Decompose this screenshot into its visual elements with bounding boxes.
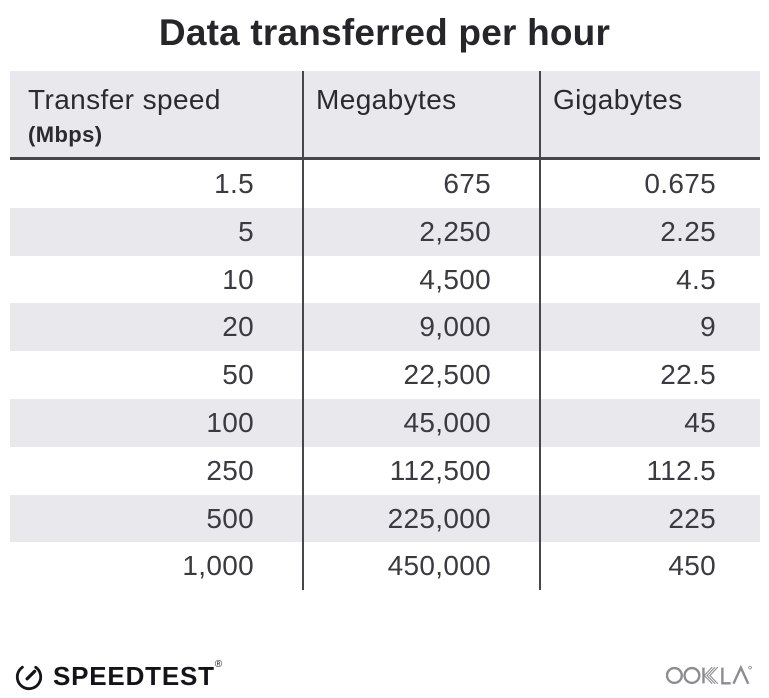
cell-megabytes: 9,000 (302, 303, 539, 352)
cell-megabytes: 4,500 (302, 255, 539, 304)
column-header-megabytes: Megabytes (302, 71, 539, 157)
table-row: 50 22,500 22.5 (10, 351, 760, 399)
cell-transfer-speed: 5 (238, 215, 254, 247)
table-row: 500 225,000 225 (10, 494, 760, 543)
cell-gigabytes: 9 (539, 303, 760, 352)
cell-transfer-speed: 250 (206, 454, 254, 486)
table-body: 1.5 675 0.675 5 2,250 2.25 10 4,500 4.5 … (10, 160, 760, 591)
column-header-label: Transfer speed (28, 84, 221, 115)
column-header-unit: (Mbps) (28, 122, 103, 147)
registered-trademark-symbol (748, 665, 752, 670)
cell-gigabytes: 112.5 (539, 446, 760, 495)
table-row: 250 112,500 112.5 (10, 446, 760, 495)
table-row: 20 9,000 9 (10, 303, 760, 352)
cell-megabytes: 2,250 (302, 207, 539, 256)
cell-transfer-speed: 500 (206, 502, 254, 534)
cell-megabytes: 112,500 (302, 446, 539, 495)
ookla-letter-o (665, 666, 683, 685)
table-row: 5 2,250 2.25 (10, 207, 760, 256)
cell-transfer-speed: 10 (222, 263, 254, 295)
speedtest-label: SPEEDTEST (53, 661, 215, 691)
cell-gigabytes: 22.5 (539, 351, 760, 399)
column-header-transfer-speed: Transfer speed (Mbps) (10, 71, 302, 157)
cell-transfer-speed: 1,000 (182, 550, 254, 582)
table-row: 10 4,500 4.5 (10, 255, 760, 304)
speedtest-logo: SPEEDTEST® (14, 659, 223, 692)
ookla-letter-k (702, 666, 719, 685)
cell-megabytes: 450,000 (302, 542, 539, 591)
ookla-logo (665, 663, 752, 692)
ookla-wordmark-icon (665, 664, 752, 685)
cell-transfer-speed: 20 (222, 311, 254, 343)
cell-megabytes: 45,000 (302, 398, 539, 447)
table-row: 1,000 450,000 450 (10, 542, 760, 591)
cell-transfer-speed: 50 (222, 359, 254, 391)
ookla-letter-a (732, 664, 750, 685)
cell-megabytes: 22,500 (302, 351, 539, 399)
table-row: 100 45,000 45 (10, 398, 760, 447)
speedtest-gauge-icon (15, 663, 43, 690)
cell-gigabytes: 2.25 (539, 207, 760, 256)
cell-gigabytes: 4.5 (539, 255, 760, 304)
column-header-label: Gigabytes (553, 84, 683, 115)
cell-megabytes: 225,000 (302, 494, 539, 543)
gauge-needle (25, 669, 37, 680)
cell-gigabytes: 225 (539, 494, 760, 543)
cell-gigabytes: 0.675 (539, 160, 760, 208)
data-table: Transfer speed (Mbps) Megabytes Gigabyte… (10, 71, 760, 591)
ookla-letter-o (683, 666, 701, 685)
cell-transfer-speed: 1.5 (214, 168, 254, 199)
table-row: 1.5 675 0.675 (10, 160, 760, 208)
cell-gigabytes: 45 (539, 398, 760, 447)
registered-trademark-symbol: ® (214, 659, 223, 670)
cell-megabytes: 675 (302, 160, 539, 208)
table-header-row: Transfer speed (Mbps) Megabytes Gigabyte… (10, 71, 760, 160)
column-header-label: Megabytes (316, 84, 457, 115)
cell-gigabytes: 450 (539, 542, 760, 591)
speedtest-wordmark: SPEEDTEST® (53, 659, 223, 692)
footer: SPEEDTEST® (0, 655, 769, 698)
ookla-letter-l (721, 667, 731, 685)
cell-transfer-speed: 100 (206, 406, 254, 438)
page-title: Data transferred per hour (158, 12, 611, 53)
column-header-gigabytes: Gigabytes (539, 71, 760, 157)
